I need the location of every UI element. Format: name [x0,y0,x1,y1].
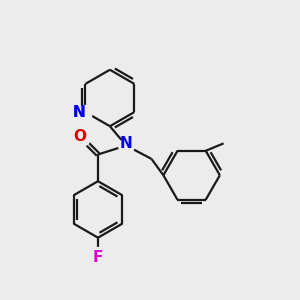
Text: O: O [74,129,87,144]
Text: F: F [93,250,103,265]
Text: N: N [120,136,133,151]
Text: N: N [73,105,85,120]
Text: N: N [73,105,85,120]
